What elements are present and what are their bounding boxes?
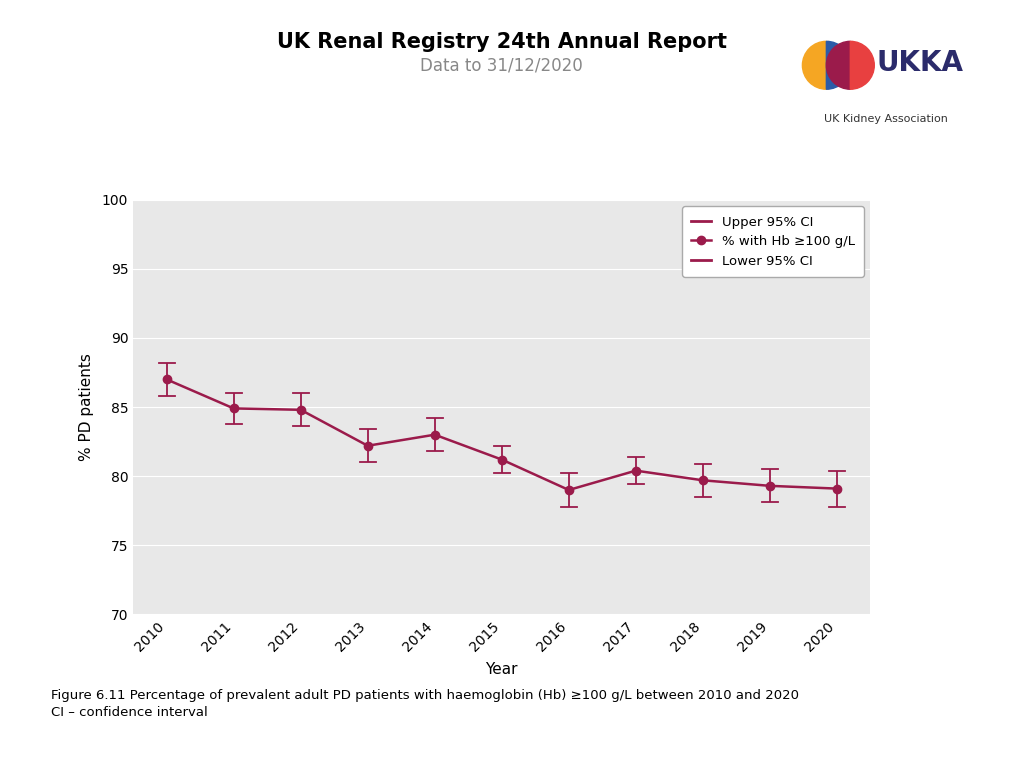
Text: UK Renal Registry 24th Annual Report: UK Renal Registry 24th Annual Report — [276, 32, 727, 52]
Text: UK Kidney Association: UK Kidney Association — [824, 114, 947, 124]
Text: Figure 6.11 Percentage of prevalent adult PD patients with haemoglobin (Hb) ≥100: Figure 6.11 Percentage of prevalent adul… — [51, 689, 799, 701]
Text: CI – confidence interval: CI – confidence interval — [51, 707, 208, 719]
Text: Data to 31/12/2020: Data to 31/12/2020 — [421, 56, 583, 74]
Wedge shape — [826, 41, 850, 89]
Legend: Upper 95% CI, % with Hb ≥100 g/L, Lower 95% CI: Upper 95% CI, % with Hb ≥100 g/L, Lower … — [682, 207, 864, 277]
Text: UKKA: UKKA — [877, 49, 964, 78]
X-axis label: Year: Year — [485, 663, 518, 677]
Wedge shape — [850, 41, 874, 89]
Wedge shape — [826, 41, 850, 89]
Y-axis label: % PD patients: % PD patients — [79, 353, 93, 461]
Wedge shape — [803, 41, 826, 89]
